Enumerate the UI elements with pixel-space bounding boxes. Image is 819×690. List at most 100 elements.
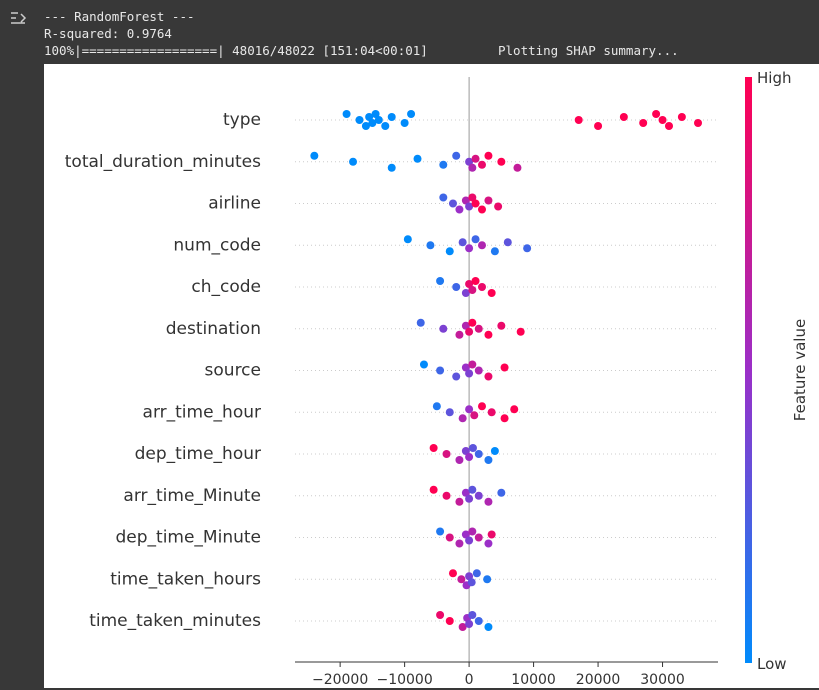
dot xyxy=(461,447,470,455)
dot xyxy=(387,163,396,172)
dot xyxy=(500,414,509,423)
dot xyxy=(465,405,474,414)
progress: 100%|==================| 48016/48022 [15… xyxy=(44,43,428,58)
dot xyxy=(503,238,512,247)
dot xyxy=(494,202,503,211)
dot xyxy=(465,453,474,461)
dot xyxy=(403,235,412,244)
dot xyxy=(497,321,506,330)
dot xyxy=(487,530,496,539)
dot xyxy=(510,405,519,414)
dot xyxy=(442,450,451,458)
colorbar-low: Low xyxy=(757,655,787,673)
dot xyxy=(490,447,499,455)
dot xyxy=(432,402,441,411)
dot xyxy=(419,360,428,369)
dot xyxy=(471,277,480,285)
dot xyxy=(461,196,470,205)
feature-label: type xyxy=(223,110,261,130)
dot xyxy=(455,456,464,464)
dot xyxy=(448,199,457,208)
feature-label: airline xyxy=(208,194,261,214)
dot xyxy=(445,533,454,542)
dot xyxy=(465,620,474,628)
dot xyxy=(465,327,474,336)
dot xyxy=(677,113,686,121)
x-tick-label: −10000 xyxy=(376,672,432,688)
dot xyxy=(436,277,445,285)
feature-label: num_code xyxy=(173,235,261,255)
dot xyxy=(484,497,493,506)
dot xyxy=(619,113,628,121)
dot xyxy=(452,372,461,381)
dot xyxy=(468,318,477,327)
dot xyxy=(465,494,474,503)
dot xyxy=(400,119,409,127)
dot xyxy=(461,363,470,372)
dot xyxy=(497,157,506,166)
dot xyxy=(448,569,457,578)
feature-label: time_taken_minutes xyxy=(89,611,261,631)
dot xyxy=(371,110,380,118)
dot xyxy=(458,238,467,247)
dot xyxy=(474,450,483,458)
feature-label: source xyxy=(205,361,261,381)
dot xyxy=(477,160,486,169)
dot xyxy=(361,122,370,130)
dot xyxy=(465,202,474,211)
output-line: R-squared: 0.9764 xyxy=(44,26,172,41)
dot xyxy=(474,324,483,333)
feature-label: time_taken_hours xyxy=(110,569,261,589)
x-tick-label: 0 xyxy=(465,672,474,688)
dot xyxy=(452,283,461,291)
dot xyxy=(472,569,481,578)
dot xyxy=(465,572,474,581)
dot xyxy=(500,363,509,372)
dot xyxy=(355,116,364,124)
feature-label: arr_time_Minute xyxy=(123,486,261,506)
dot xyxy=(474,491,483,500)
output-toggle[interactable] xyxy=(11,12,27,24)
dot xyxy=(368,119,377,127)
dot xyxy=(484,623,493,631)
dot xyxy=(458,414,467,423)
feature-label: arr_time_hour xyxy=(143,402,261,422)
dot xyxy=(467,578,476,587)
dot xyxy=(468,163,477,172)
dot xyxy=(436,611,445,619)
x-tick-label: 30000 xyxy=(640,672,685,688)
dot xyxy=(457,575,466,584)
x-tick-label: 20000 xyxy=(576,672,621,688)
feature-label: dep_time_hour xyxy=(135,444,261,464)
dot xyxy=(461,488,470,497)
dot xyxy=(484,330,493,339)
dot xyxy=(381,122,390,130)
dot xyxy=(483,575,492,584)
dot xyxy=(426,241,435,250)
dot xyxy=(439,193,448,202)
dot xyxy=(470,411,479,420)
dot xyxy=(484,372,493,381)
feature-label: total_duration_minutes xyxy=(65,152,261,172)
dot xyxy=(465,369,474,378)
colorbar-label: Feature value xyxy=(791,319,809,421)
status: Plotting SHAP summary... xyxy=(498,43,679,58)
dot xyxy=(484,196,493,205)
dot xyxy=(468,193,477,202)
dot xyxy=(445,247,454,256)
feature-label: dep_time_Minute xyxy=(115,528,261,548)
dot xyxy=(468,611,477,619)
colorbar-high: High xyxy=(757,69,791,87)
dot xyxy=(310,151,319,160)
dot xyxy=(374,116,383,124)
dot xyxy=(452,151,461,160)
dot xyxy=(468,286,477,294)
dot xyxy=(416,318,425,327)
dot xyxy=(471,235,480,244)
dot xyxy=(445,408,454,417)
dot xyxy=(439,324,448,333)
dot xyxy=(664,122,673,130)
dot xyxy=(658,116,667,124)
dot xyxy=(465,536,474,545)
